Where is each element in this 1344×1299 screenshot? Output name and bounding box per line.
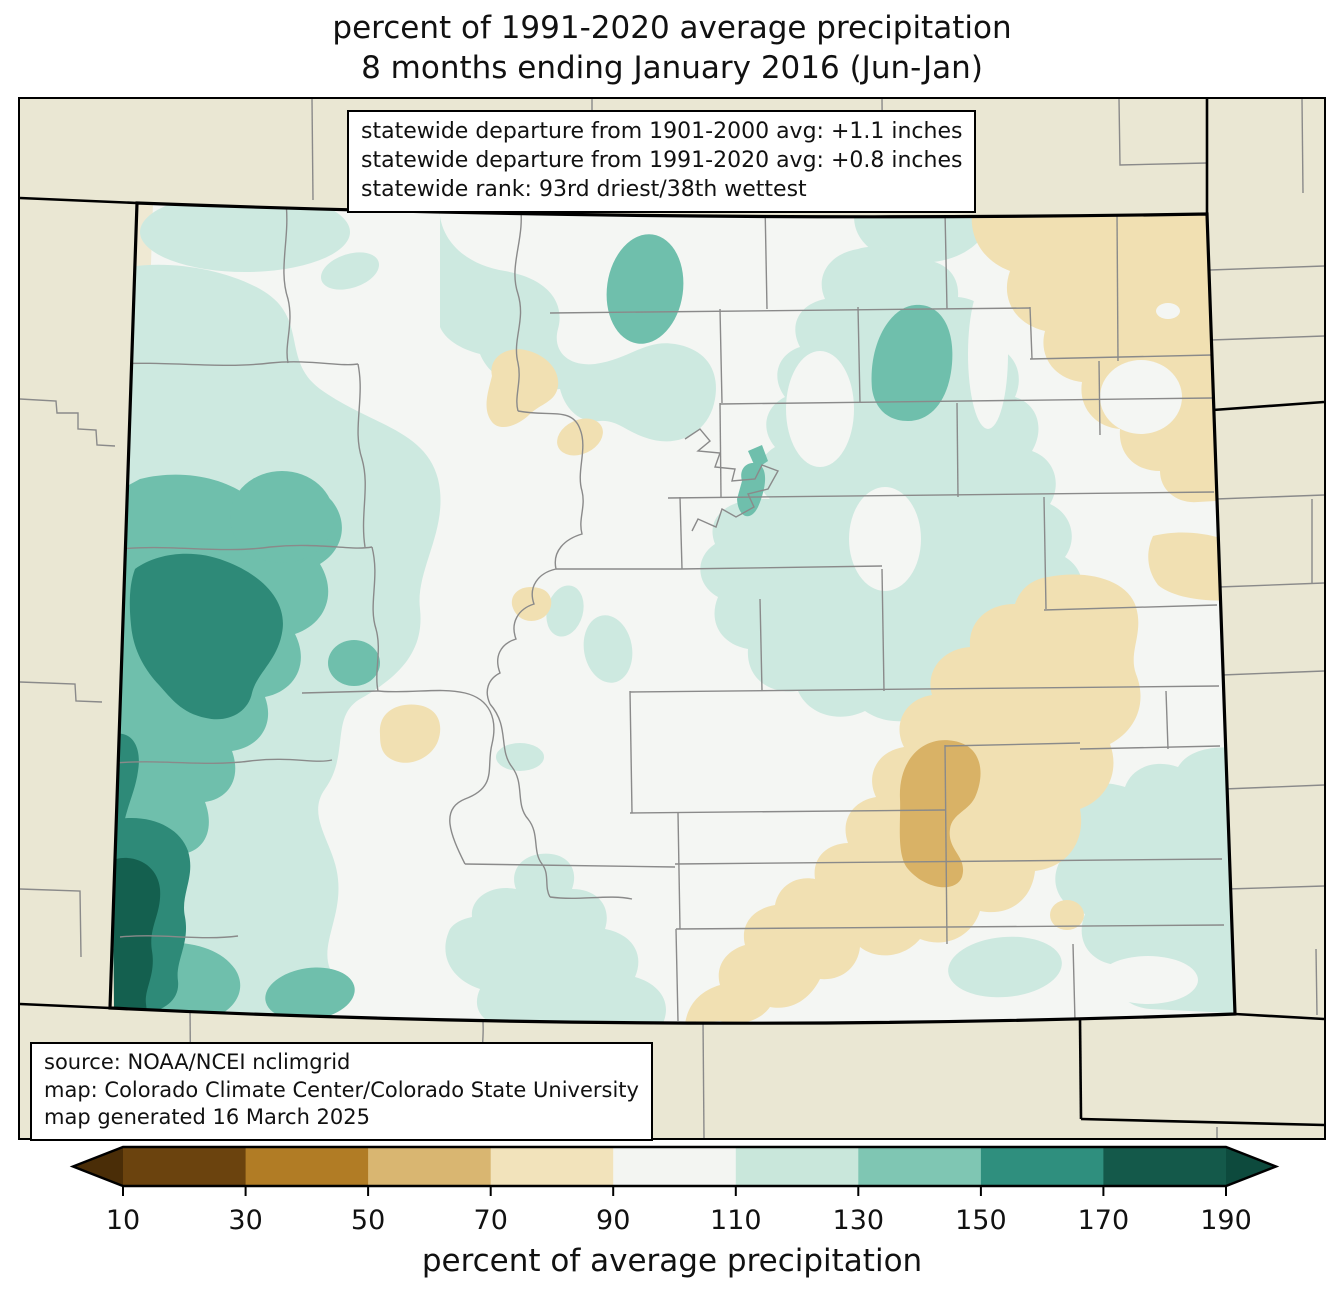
band-50-70 [899,740,981,888]
colorbar-tick-labels: 10 30 50 70 90 110 130 150 170 190 [106,1205,1252,1236]
colorbar-segment [1103,1147,1226,1186]
tick-label: 150 [955,1205,1007,1236]
colorbar-segments [69,1145,1280,1188]
tick-label: 170 [1078,1205,1130,1236]
band-90-110-holes [786,279,1198,1004]
colorbar: 10 30 50 70 90 110 130 150 170 190 [55,1143,1295,1243]
statewide-stats-box: statewide departure from 1901-2000 avg: … [347,110,977,213]
colorbar-segment [123,1147,246,1186]
tick-label: 70 [474,1205,508,1236]
source-line-2: map: Colorado Climate Center/Colorado St… [44,1077,639,1102]
colorbar-caption: percent of average precipitation [421,1243,923,1279]
tick-label: 30 [228,1205,262,1236]
title-line-2: 8 months ending January 2016 (Jun-Jan) [361,50,983,86]
source-attribution-box: source: NOAA/NCEI nclimgrid map: Colorad… [30,1042,653,1141]
source-line-3: map generated 16 March 2025 [44,1105,371,1129]
band-90-110-holes-ne [1100,303,1182,434]
precipitation-bands [110,203,1235,1024]
colorbar-svg: 10 30 50 70 90 110 130 150 170 190 [69,1145,1280,1236]
map-panel [18,97,1326,1140]
stats-line-1: statewide departure from 1901-2000 avg: … [361,119,963,144]
colorbar-segment [368,1147,492,1186]
colorado-state-border [108,201,1237,1025]
tick-label: 50 [351,1205,385,1236]
stats-line-3: statewide rank: 93rd driest/38th wettest [361,177,807,202]
colorbar-segment [735,1147,859,1186]
stats-line-2: statewide departure from 1991-2020 avg: … [361,148,963,173]
tick-label: 90 [596,1205,630,1236]
tick-label: 110 [710,1205,762,1236]
tick-label: 190 [1200,1205,1252,1236]
colorbar-segment [245,1147,369,1186]
tick-label: 130 [833,1205,885,1236]
colorbar-segment [490,1147,614,1186]
colorbar-over-arrow [1226,1147,1276,1186]
colorbar-segment [858,1147,982,1186]
colorbar-under-arrow [73,1147,123,1186]
colorado-county-lines [111,203,1225,1022]
colorbar-segment [613,1147,737,1186]
colorado-map [20,99,1324,1138]
source-line-1: source: NOAA/NCEI nclimgrid [44,1050,351,1074]
colorbar-ticks [122,1186,1227,1196]
neighbor-state-borders [20,99,1324,1127]
figure-title: percent of 1991-2020 average precipitati… [0,8,1344,88]
title-line-1: percent of 1991-2020 average precipitati… [332,10,1012,46]
tick-label: 10 [106,1205,140,1236]
colorbar-segment [980,1147,1104,1186]
